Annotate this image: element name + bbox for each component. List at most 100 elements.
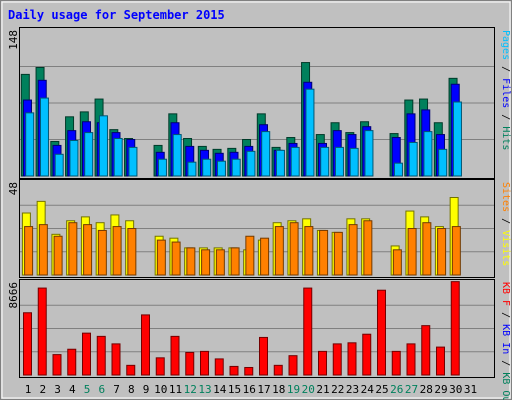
bar-visits-sites-day-5 [83,224,93,276]
bar-hits-pages-day-15 [231,158,241,177]
bar-hits-pages-day-26 [393,162,403,177]
x-tick-label: 10 [154,383,167,396]
bar-visits-sites-day-19 [289,222,299,276]
legend-part-1-2: Visits [500,230,511,266]
bar-visits-sites-day-13 [201,249,211,276]
bar-kbytes-kb_f-day-13 [200,350,209,376]
x-tick-label: 2 [39,383,46,396]
bar-visits-sites-day-2 [38,224,48,276]
bar-visits-sites-day-24 [363,220,373,276]
bar-hits-pages-day-30 [452,101,462,177]
bar-hits-pages-day-13 [202,158,212,177]
bar-kbytes-kb_f-day-3 [52,354,62,376]
bar-visits-sites-day-3 [53,235,63,276]
bar-hits-pages-day-4 [69,139,79,177]
x-tick-label: 22 [331,383,344,396]
x-axis-labels: 1 2 3 4 5 6 7 8 9 10 11 12 13 14 15 16 17 18 19 20 21 22 23 24 2… [25,383,477,396]
x-tick-label: 17 [257,383,270,396]
chart-title: Daily usage for September 2015 [8,8,225,22]
legend-part-2-3: / [500,354,511,372]
bar-visits-sites-day-7 [112,226,122,276]
legend-part-0-4: Hits [500,126,511,150]
bar-hits-pages-day-7 [113,138,123,177]
bar-visits-sites-day-30 [451,226,461,276]
x-tick-label: 3 [54,383,61,396]
bar-visits-sites-day-8 [127,228,137,276]
bar-hits-pages-day-23 [349,147,359,177]
x-tick-label: 8 [128,383,135,396]
x-tick-label: 25 [375,383,388,396]
bar-visits-sites-day-6 [97,229,107,276]
bar-hits-pages-day-1 [25,112,35,177]
x-tick-label: 11 [169,383,182,396]
bar-kbytes-kb_f-day-15 [229,365,239,376]
legend-part-2-4: KB Out [500,372,511,400]
bar-visits-sites-day-18 [274,226,284,276]
x-tick-label: 18 [272,383,285,396]
bar-kbytes-kb_f-day-7 [111,343,121,376]
bar-hits-pages-day-10 [157,158,167,177]
bar-kbytes-kb_f-day-5 [82,332,91,376]
bar-kbytes-kb_f-day-22 [332,343,342,376]
bar-kbytes-kb_f-day-21 [318,350,327,376]
x-tick-label: 7 [113,383,120,396]
bar-hits-pages-day-5 [84,132,94,177]
bar-visits-sites-day-26 [392,249,402,276]
x-tick-label: 26 [390,383,403,396]
x-tick-label: 24 [361,383,375,396]
legend-part-1-0: Sites [500,182,511,212]
x-tick-label: 27 [405,383,418,396]
bar-hits-pages-day-20 [305,88,315,177]
bar-visits-sites-day-29 [437,228,447,276]
bar-kbytes-kb_f-day-28 [421,325,431,376]
bar-visits-sites-day-10 [156,239,166,276]
bar-kbytes-kb_f-day-11 [170,335,180,376]
bar-kbytes-kb_f-day-16 [244,366,254,376]
bar-hits-pages-day-18 [275,149,285,177]
x-tick-label: 12 [184,383,197,396]
x-tick-label: 19 [287,383,300,396]
bar-kbytes-kb_f-day-4 [67,348,77,376]
bar-hits-pages-day-11 [172,134,182,177]
legend-part-0-3: / [500,108,511,126]
hits-legend: Pages / Files / Hits [500,30,511,150]
x-tick-label: 9 [143,383,150,396]
bar-visits-sites-day-11 [171,241,181,276]
bar-visits-sites-day-28 [422,222,432,276]
bar-visits-sites-day-12 [186,247,196,276]
bar-hits-pages-day-27 [408,141,418,177]
hits-ymax-label: 148 [7,30,20,50]
bar-kbytes-kb_f-day-17 [259,336,268,376]
x-tick-label: 1 [25,383,32,396]
x-tick-label: 20 [302,383,315,396]
bar-kbytes-kb_f-day-20 [303,287,313,376]
legend-part-2-2: KB In [500,324,511,354]
bar-kbytes-kb_f-day-12 [185,351,195,376]
x-tick-label: 14 [213,383,227,396]
x-tick-label: 13 [198,383,211,396]
x-tick-label: 16 [243,383,256,396]
bar-hits-pages-day-17 [261,131,271,177]
bar-hits-pages-day-22 [334,146,344,177]
kbytes-ymax-label: 8666 [7,282,20,309]
legend-part-1-1: / [500,212,511,230]
legend-part-0-1: / [500,60,511,78]
bar-kbytes-kb_f-day-30 [450,281,460,376]
x-tick-label: 28 [420,383,433,396]
legend-part-2-1: / [500,306,511,324]
bar-kbytes-kb_f-day-9 [141,314,150,376]
bar-hits-pages-day-16 [246,150,256,177]
bar-kbytes-kb_f-day-10 [155,357,165,376]
legend-part-0-0: Pages [500,30,511,60]
bar-visits-sites-day-14 [215,249,225,276]
bar-kbytes-kb_f-day-1 [23,312,32,376]
legend-part-2-0: KB F [500,282,511,306]
bar-visits-sites-day-15 [230,247,240,276]
bar-kbytes-kb_f-day-26 [391,350,401,376]
bar-hits-pages-day-28 [423,131,433,177]
bar-kbytes-kb_f-day-24 [362,333,372,376]
bar-hits-pages-day-19 [290,146,300,177]
kbytes-legend: KB F / KB In / KB Out [500,282,511,400]
bar-visits-sites-day-21 [319,229,329,276]
